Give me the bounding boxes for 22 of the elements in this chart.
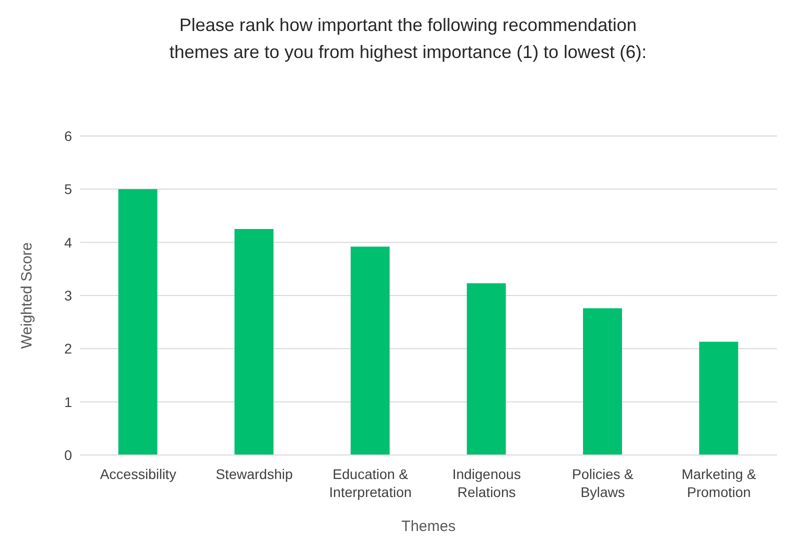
x-tick-label: Indigenous Relations [452,466,521,500]
y-tick-label: 3 [64,287,72,304]
y-tick-label: 6 [64,128,72,144]
x-tick-label: Education & Interpretation [329,466,412,500]
bar [466,283,506,455]
y-tick-label: 1 [64,394,72,410]
y-tick-label: 5 [64,181,72,198]
bar [583,308,622,455]
x-axis-title: Themes [401,518,456,535]
y-tick-label: 4 [64,234,72,250]
bar [350,246,390,455]
x-tick-label: Marketing & Promotion [682,466,757,500]
x-tick-label: Accessibility [100,466,176,482]
y-axis-title: Weighted Score [18,242,36,349]
y-tick-label: 0 [64,446,72,463]
bar [118,189,158,455]
chart-title: Please rank how important the following recommendation themes are to you from highest importance (1) to lowest (6): [168,14,648,64]
bar [699,342,738,455]
x-tick-label: Stewardship [216,466,293,482]
bar [234,229,274,455]
x-tick-label: Policies & Bylaws [572,466,634,500]
y-tick-label: 2 [64,340,72,357]
